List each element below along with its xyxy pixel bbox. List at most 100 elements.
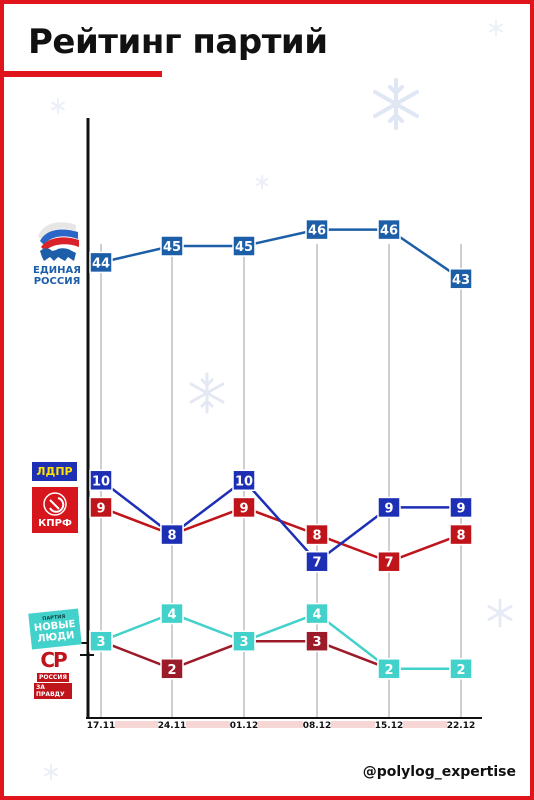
data-point-marker xyxy=(89,251,113,274)
data-point: 10 xyxy=(232,469,256,492)
tick-band xyxy=(115,721,158,728)
data-label: 9 xyxy=(384,501,393,516)
data-point: 9 xyxy=(232,496,256,519)
data-point-marker xyxy=(377,496,401,519)
er-name-line2: РОССИЯ xyxy=(33,276,81,287)
data-point-marker xyxy=(305,602,329,625)
tick-band xyxy=(186,721,230,728)
data-point-marker xyxy=(377,550,401,573)
data-point-marker xyxy=(377,658,401,680)
data-point-marker xyxy=(305,218,329,241)
bear-flag-icon xyxy=(38,222,79,261)
data-point-marker xyxy=(305,523,329,546)
data-label: 46 xyxy=(380,224,398,239)
data-point: 3 xyxy=(305,630,329,652)
data-label: 4 xyxy=(167,608,176,623)
data-point-marker xyxy=(305,630,329,652)
data-label: 9 xyxy=(456,501,465,516)
data-label: 4 xyxy=(312,608,321,623)
data-point: 9 xyxy=(449,496,473,519)
x-tick-label: 01.12 xyxy=(230,721,258,731)
series-line xyxy=(100,479,461,563)
data-point-marker xyxy=(232,235,256,257)
snowflake-icon xyxy=(189,372,225,414)
snowflake-icon xyxy=(487,598,513,628)
tick-bands xyxy=(115,721,447,728)
er-name-line1: ЕДИНАЯ xyxy=(33,265,81,276)
data-point: 45 xyxy=(160,235,184,257)
x-tick-labels: 17.11 24.11 01.12 08.12 15.12 22.12 xyxy=(87,721,475,731)
tick-band xyxy=(403,721,447,728)
kprf-name: КПРФ xyxy=(38,517,72,529)
data-point-marker xyxy=(232,469,256,492)
data-point: 44 xyxy=(89,251,113,274)
data-label: 2 xyxy=(456,663,465,678)
data-point: 9 xyxy=(89,496,113,519)
data-point: 4 xyxy=(160,602,184,625)
data-label: 9 xyxy=(96,501,105,516)
data-point: 2 xyxy=(377,658,401,680)
data-label: 9 xyxy=(239,501,248,516)
data-label: 7 xyxy=(312,556,321,571)
data-label: 7 xyxy=(384,556,393,571)
data-point-marker xyxy=(160,235,184,257)
data-point: 10 xyxy=(89,469,113,492)
data-point-marker xyxy=(449,268,473,290)
data-point: 9 xyxy=(377,496,401,519)
data-point: 45 xyxy=(232,235,256,257)
data-point: 2 xyxy=(160,658,184,680)
series-lines xyxy=(100,228,462,671)
gridlines xyxy=(100,244,462,718)
data-label: 45 xyxy=(163,240,181,255)
x-tick-label: 15.12 xyxy=(375,721,403,731)
data-point-marker xyxy=(89,496,113,519)
legend-logo-er: ЕДИНАЯ РОССИЯ xyxy=(32,217,82,291)
series-markers: 32332234342298987810810799444545464643 xyxy=(89,218,473,680)
legend-logo-ldpr: ЛДПР xyxy=(32,462,77,481)
data-point: 3 xyxy=(232,630,256,652)
data-point-marker xyxy=(160,602,184,625)
data-point: 46 xyxy=(377,218,401,241)
legend-logo-kprf: КПРФ xyxy=(32,487,78,533)
data-label: 45 xyxy=(235,240,253,255)
data-label: 3 xyxy=(239,635,248,650)
data-point-marker xyxy=(89,469,113,492)
data-point: 3 xyxy=(89,630,113,652)
data-label: 3 xyxy=(312,635,321,650)
hammer-sickle-icon xyxy=(43,491,67,516)
data-label: 44 xyxy=(92,256,110,271)
data-point: 8 xyxy=(449,523,473,546)
sr-name-line1: РОССИЯ xyxy=(37,673,69,682)
data-point: 43 xyxy=(449,268,473,290)
data-point: 8 xyxy=(305,523,329,546)
data-label: 8 xyxy=(456,529,465,544)
sr-mark: СР xyxy=(40,648,67,672)
data-label: 8 xyxy=(312,529,321,544)
title-underline xyxy=(4,71,162,77)
data-label: 2 xyxy=(167,663,176,678)
x-tick-label: 24.11 xyxy=(158,721,186,731)
data-point: 7 xyxy=(305,550,329,573)
data-point-marker xyxy=(160,523,184,546)
snowflake-icon xyxy=(44,20,503,780)
tick-band xyxy=(258,721,303,728)
series-line xyxy=(100,612,461,671)
ldpr-name: ЛДПР xyxy=(36,465,73,478)
data-point-marker xyxy=(232,496,256,519)
data-point-marker xyxy=(449,496,473,519)
sr-name-line2: ЗА ПРАВДУ xyxy=(34,683,72,699)
x-tick-label: 08.12 xyxy=(303,721,331,731)
data-point: 46 xyxy=(305,218,329,241)
nl-name-line2: ЛЮДИ xyxy=(36,630,76,645)
data-point: 8 xyxy=(160,523,184,546)
data-label: 2 xyxy=(384,663,393,678)
author-handle: @polylog_expertise xyxy=(362,764,516,780)
data-point-marker xyxy=(449,523,473,546)
page-title: Рейтинг партий xyxy=(28,22,328,62)
x-tick-label: 17.11 xyxy=(87,721,115,731)
legend-logo-sr: СР РОССИЯ ЗА ПРАВДУ xyxy=(34,648,72,699)
snowflake-icon xyxy=(373,78,419,130)
series-line xyxy=(100,228,462,280)
rating-chart: 32332234342298987810810799444545464643 1… xyxy=(44,20,513,780)
